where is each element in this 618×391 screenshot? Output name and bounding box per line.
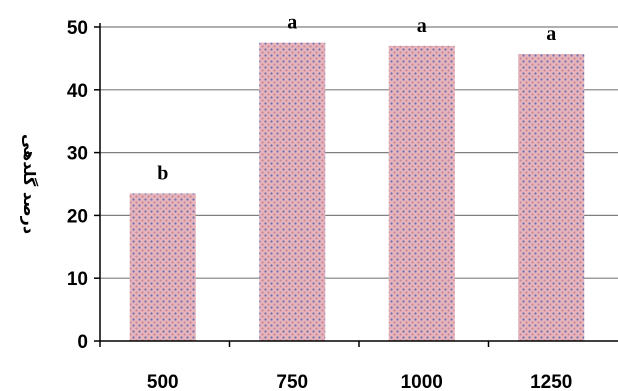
bar-750 [259,42,326,341]
y-axis-label: درصد گلدهی [20,134,39,234]
significance-letter: a [287,12,297,34]
x-tick-label: 1000 [401,372,443,391]
bar-1250 [518,54,585,342]
y-tick-label: 50 [67,18,88,39]
x-tick-label: 750 [276,372,308,391]
significance-letter: a [546,23,556,45]
y-tick-label: 10 [67,269,88,290]
significance-letter: b [157,162,168,184]
labels: 0 10 20 30 40 50 500 b 750 a 1000 a 1250 a [67,12,573,391]
significance-letter: a [417,15,427,37]
bars [129,42,585,342]
x-tick-label: 1250 [530,372,572,391]
bar-1000 [388,45,455,342]
y-tick-label: 0 [77,332,88,353]
axes [94,23,618,347]
y-tick-label: 30 [67,144,88,165]
y-tick-label: 40 [67,81,88,102]
y-tick-label: 20 [67,206,88,227]
x-tick-label: 500 [147,372,179,391]
bar-500 [129,193,196,341]
